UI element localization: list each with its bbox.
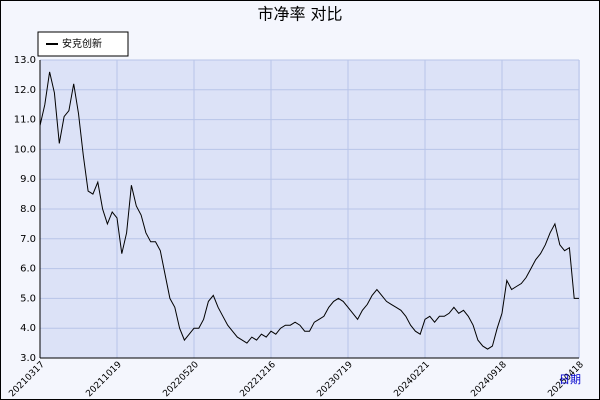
series-line xyxy=(39,71,579,350)
y-tick-label: 6.0 xyxy=(20,264,36,275)
y-tick-label: 8.0 xyxy=(20,204,36,215)
x-axis-label: 日期 xyxy=(559,373,581,386)
y-tick-label: 3.0 xyxy=(20,353,36,364)
y-tick-label: 7.0 xyxy=(20,234,36,245)
y-tick-label: 13.0 xyxy=(14,55,36,66)
y-tick-label: 4.0 xyxy=(20,323,36,334)
y-tick-label: 12.0 xyxy=(14,85,36,96)
y-tick-label: 9.0 xyxy=(20,174,36,185)
legend-label: 安克创新 xyxy=(62,37,102,50)
y-tick-label: 11.0 xyxy=(14,115,36,126)
y-tick-label: 10.0 xyxy=(14,144,36,155)
y-tick-label: 5.0 xyxy=(20,293,36,304)
chart-title: 市净率 对比 xyxy=(257,5,342,24)
